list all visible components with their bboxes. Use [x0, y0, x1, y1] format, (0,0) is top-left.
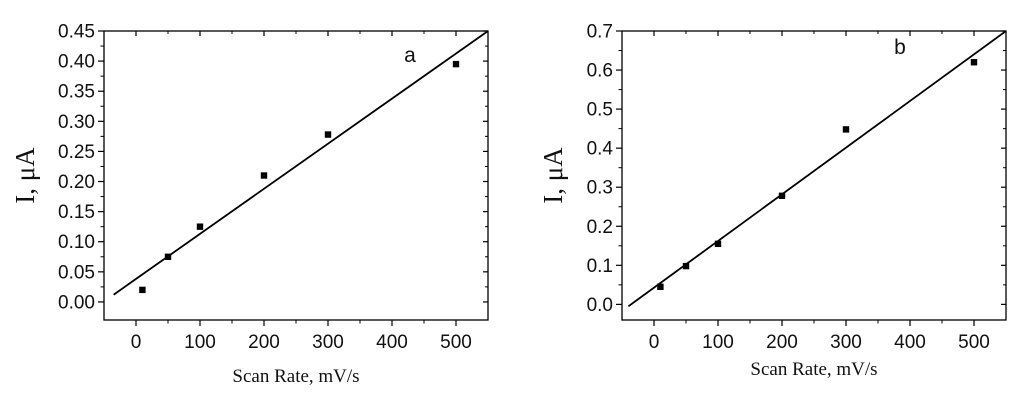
y-tick-label: 0.7: [587, 22, 613, 43]
data-point: [139, 286, 146, 294]
data-point: [970, 59, 978, 66]
y-tick-label: 0.0: [587, 295, 613, 316]
y-tick-label: 0.2: [587, 217, 613, 238]
x-tick-label: 300: [830, 332, 862, 353]
chart-panel-b: 0 100 200 300 400 500 0.0 0.1 0.2 0.3 0.4 0.5 0.6 0.7…: [538, 22, 1007, 380]
plot-frame: [621, 30, 1007, 321]
y-axis-title: I, μA: [10, 147, 40, 204]
x-tick-label: 300: [312, 332, 344, 353]
y-tick-label: 0.30: [58, 112, 95, 133]
x-tick-label: 0: [649, 332, 660, 353]
y-tick-label: 0.15: [58, 202, 95, 223]
x-tick-label: 0: [131, 332, 142, 353]
x-tick-label: 500: [440, 332, 472, 353]
y-tick-label: 0.40: [58, 52, 95, 73]
panel-label: b: [894, 36, 906, 59]
x-tick-label: 100: [702, 332, 734, 353]
x-tick-label: 200: [248, 332, 280, 353]
x-tick-label: 100: [184, 332, 216, 353]
y-tick-label: 0.10: [58, 232, 95, 253]
y-tick-label: 0.35: [58, 82, 95, 103]
data-point: [657, 283, 664, 291]
data-point: [196, 223, 204, 230]
x-tick-label: 400: [894, 332, 926, 353]
y-tick-label: 0.3: [587, 178, 613, 199]
data-point: [260, 172, 268, 179]
y-tick-label: 0.20: [58, 172, 95, 193]
y-axis-title: I, μA: [538, 147, 568, 204]
y-tick-label: 0.6: [587, 61, 613, 82]
data-point: [714, 240, 722, 248]
data-point: [682, 262, 690, 270]
y-tick-label: 0.00: [58, 292, 95, 313]
panel-label: a: [404, 44, 416, 67]
x-tick-label: 500: [958, 332, 990, 353]
x-tick-label: 200: [766, 332, 798, 353]
fit-line: [627, 31, 1006, 308]
data-point: [778, 192, 786, 200]
plot-frame: [103, 30, 489, 321]
fit-line: [113, 31, 488, 296]
y-tick-label: 0.1: [587, 256, 613, 277]
y-tick-label: 0.5: [587, 100, 613, 121]
y-tick-label: 0.25: [58, 142, 95, 163]
chart-panel-a: 0 100 200 300 400 500 0.00 0.05 0.10 0.15 0.20 0.25…: [10, 22, 489, 387]
data-point: [324, 131, 332, 138]
x-axis-title: Scan Rate, mV/s: [232, 366, 359, 387]
data-point: [842, 126, 850, 133]
y-tick-label: 0.45: [58, 22, 95, 43]
data-point: [164, 253, 172, 260]
x-tick-label: 400: [376, 332, 408, 353]
x-axis-title: Scan Rate, mV/s: [750, 359, 877, 380]
data-point: [452, 60, 460, 68]
y-tick-label: 0.05: [58, 262, 95, 283]
y-tick-label: 0.4: [587, 139, 614, 160]
